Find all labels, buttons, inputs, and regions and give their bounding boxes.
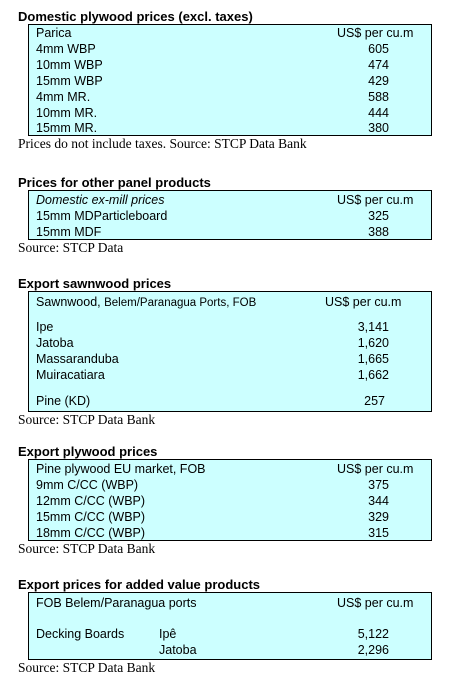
table-row: 18mm C/CC (WBP) 315	[29, 525, 431, 541]
other-panels-section: Prices for other panel products Domestic…	[18, 175, 434, 256]
header-unit: US$ per cu.m	[337, 193, 414, 207]
row-value: 257	[364, 394, 385, 408]
price-table: Pine plywood EU market, FOB US$ per cu.m…	[28, 459, 432, 541]
row-value: 605	[368, 42, 389, 56]
table-row: 9mm C/CC (WBP) 375	[29, 477, 431, 493]
section-title: Domestic plywood prices (excl. taxes)	[18, 9, 253, 24]
row-label: Massaranduba	[36, 352, 119, 366]
price-table: FOB Belem/Paranagua ports US$ per cu.m D…	[28, 592, 432, 660]
source-note: Prices do not include taxes. Source: STC…	[18, 136, 307, 151]
row-value: 429	[368, 74, 389, 88]
row-value: 315	[368, 526, 389, 540]
header-label: Pine plywood EU market, FOB	[36, 462, 206, 476]
row-value: 1,665	[357, 352, 389, 366]
price-table: Sawnwood, Belem/Paranagua Ports, FOB US$…	[28, 291, 432, 412]
table-row: 4mm WBP 605	[29, 41, 431, 57]
header-label: Domestic ex-mill prices	[36, 193, 165, 207]
table-header: Parica US$ per cu.m	[29, 25, 431, 41]
row-label: 9mm C/CC (WBP)	[36, 478, 139, 492]
row-label: Ipe	[36, 320, 54, 334]
table-header: Domestic ex-mill prices US$ per cu.m	[29, 192, 431, 208]
row-label: 4mm MR.	[36, 90, 91, 104]
source-note: Source: STCP Data Bank	[18, 541, 156, 556]
header-label-ports: Belem/Paranagua Ports, FOB	[104, 297, 257, 309]
row-value: 329	[368, 510, 389, 524]
row-label: Jatoba	[36, 336, 74, 350]
row-value: 2,296	[357, 643, 389, 657]
table-row: Decking Boards Ipê 5,122	[29, 626, 431, 642]
row-label: 15mm MR.	[36, 121, 98, 135]
row-value: 5,122	[357, 627, 389, 641]
row-label: Jatoba	[159, 643, 197, 657]
table-header: Sawnwood, Belem/Paranagua Ports, FOB US$…	[29, 294, 431, 310]
table-row: 15mm MR. 380	[29, 120, 431, 136]
product-label: Decking Boards	[36, 627, 125, 641]
table-row: Massaranduba 1,665	[29, 351, 431, 367]
table-header: FOB Belem/Paranagua ports US$ per cu.m	[29, 595, 431, 611]
table-row: 15mm MDParticleboard 325	[29, 208, 431, 224]
sawnwood-section: Export sawnwood prices Sawnwood, Belem/P…	[18, 276, 434, 428]
row-value: 325	[368, 209, 389, 223]
header-label-main: Sawnwood,	[36, 295, 101, 309]
table-row: Pine (KD) 257	[29, 393, 431, 409]
row-value: 380	[368, 121, 389, 135]
row-value: 1,620	[357, 336, 389, 350]
source-note: Source: STCP Data Bank	[18, 660, 156, 675]
table-row: 15mm C/CC (WBP) 329	[29, 509, 431, 525]
source-note: Source: STCP Data Bank	[18, 412, 156, 427]
header-unit: US$ per cu.m	[325, 295, 402, 309]
row-value: 388	[368, 225, 389, 239]
section-title: Prices for other panel products	[18, 175, 211, 190]
price-table: Parica US$ per cu.m 4mm WBP 605 10mm WBP…	[28, 24, 432, 136]
row-value: 3,141	[357, 320, 389, 334]
row-label: 15mm MDParticleboard	[36, 209, 168, 223]
added-value-section: Export prices for added value products F…	[18, 577, 434, 676]
table-row: Jatoba 2,296	[29, 642, 431, 658]
table-row: 10mm WBP 474	[29, 57, 431, 73]
row-value: 444	[368, 106, 389, 120]
table-row: Ipe 3,141	[29, 319, 431, 335]
table-row: 15mm WBP 429	[29, 73, 431, 89]
row-value: 474	[368, 58, 389, 72]
row-value: 588	[368, 90, 389, 104]
header-label: Sawnwood, Belem/Paranagua Ports, FOB	[36, 294, 256, 311]
section-title: Export sawnwood prices	[18, 276, 172, 291]
header-unit: US$ per cu.m	[337, 462, 414, 476]
table-row: Muiracatiara 1,662	[29, 367, 431, 383]
table-row: 10mm MR. 444	[29, 105, 431, 121]
section-title: Export prices for added value products	[18, 577, 260, 592]
section-title: Export plywood prices	[18, 444, 158, 459]
row-label: 15mm MDF	[36, 225, 102, 239]
domestic-plywood-section: Domestic plywood prices (excl. taxes) Pa…	[18, 9, 434, 152]
header-unit: US$ per cu.m	[337, 26, 414, 40]
row-label: 15mm C/CC (WBP)	[36, 510, 146, 524]
header-unit: US$ per cu.m	[337, 596, 414, 610]
row-label: 18mm C/CC (WBP)	[36, 526, 146, 540]
source-note: Source: STCP Data	[18, 240, 124, 255]
table-row: 15mm MDF 388	[29, 224, 431, 240]
table-row: 4mm MR. 588	[29, 89, 431, 105]
table-header: Pine plywood EU market, FOB US$ per cu.m	[29, 461, 431, 477]
header-label: Parica	[36, 26, 72, 40]
row-label: 10mm MR.	[36, 106, 98, 120]
row-label: 10mm WBP	[36, 58, 103, 72]
row-label: Pine (KD)	[36, 394, 91, 408]
row-label: 4mm WBP	[36, 42, 96, 56]
row-label: 15mm WBP	[36, 74, 103, 88]
row-value: 1,662	[357, 368, 389, 382]
row-value: 344	[368, 494, 389, 508]
row-label: 12mm C/CC (WBP)	[36, 494, 146, 508]
row-label: Ipê	[159, 627, 177, 641]
table-row: 12mm C/CC (WBP) 344	[29, 493, 431, 509]
price-table: Domestic ex-mill prices US$ per cu.m 15m…	[28, 190, 432, 240]
table-row: Jatoba 1,620	[29, 335, 431, 351]
header-label: FOB Belem/Paranagua ports	[36, 596, 197, 610]
row-label: Muiracatiara	[36, 368, 105, 382]
row-value: 375	[368, 478, 389, 492]
export-plywood-section: Export plywood prices Pine plywood EU ma…	[18, 444, 434, 557]
